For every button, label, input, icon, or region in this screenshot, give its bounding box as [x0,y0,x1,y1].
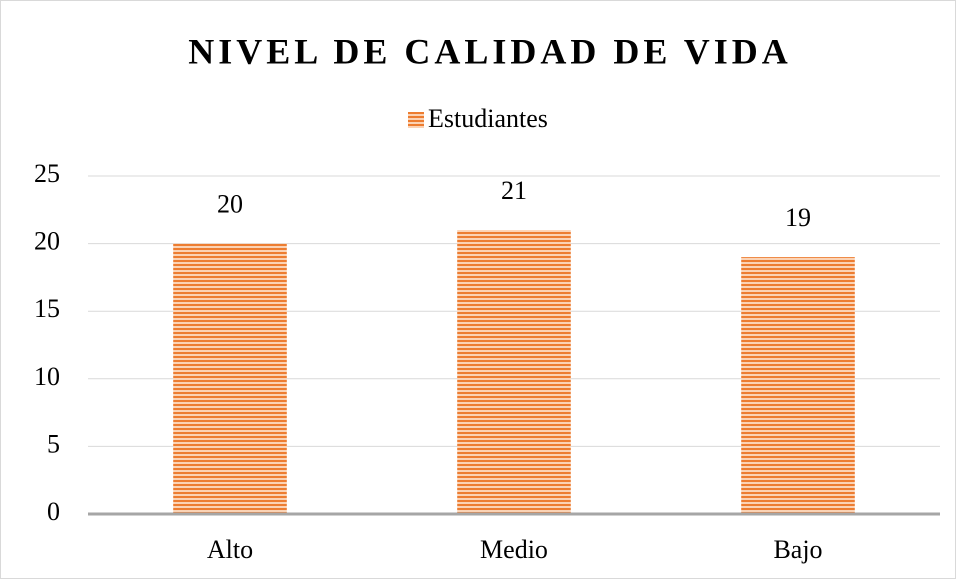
bar [457,230,571,514]
y-tick-label: 10 [34,362,60,391]
data-label: 20 [217,190,243,219]
data-label: 19 [785,203,811,232]
x-tick-label: Medio [480,535,548,564]
y-tick-label: 25 [34,159,60,188]
x-tick-label: Bajo [773,535,822,564]
data-label: 21 [501,176,527,205]
legend-label: Estudiantes [428,104,548,133]
y-tick-label: 0 [47,497,60,526]
chart-title: NIVEL DE CALIDAD DE VIDA [188,31,791,71]
legend-swatch [408,112,424,128]
y-tick-label: 5 [47,429,60,458]
y-tick-label: 15 [34,294,60,323]
y-tick-label: 20 [34,227,60,256]
x-tick-label: Alto [207,535,253,564]
bar [173,243,287,514]
bar [741,257,855,514]
